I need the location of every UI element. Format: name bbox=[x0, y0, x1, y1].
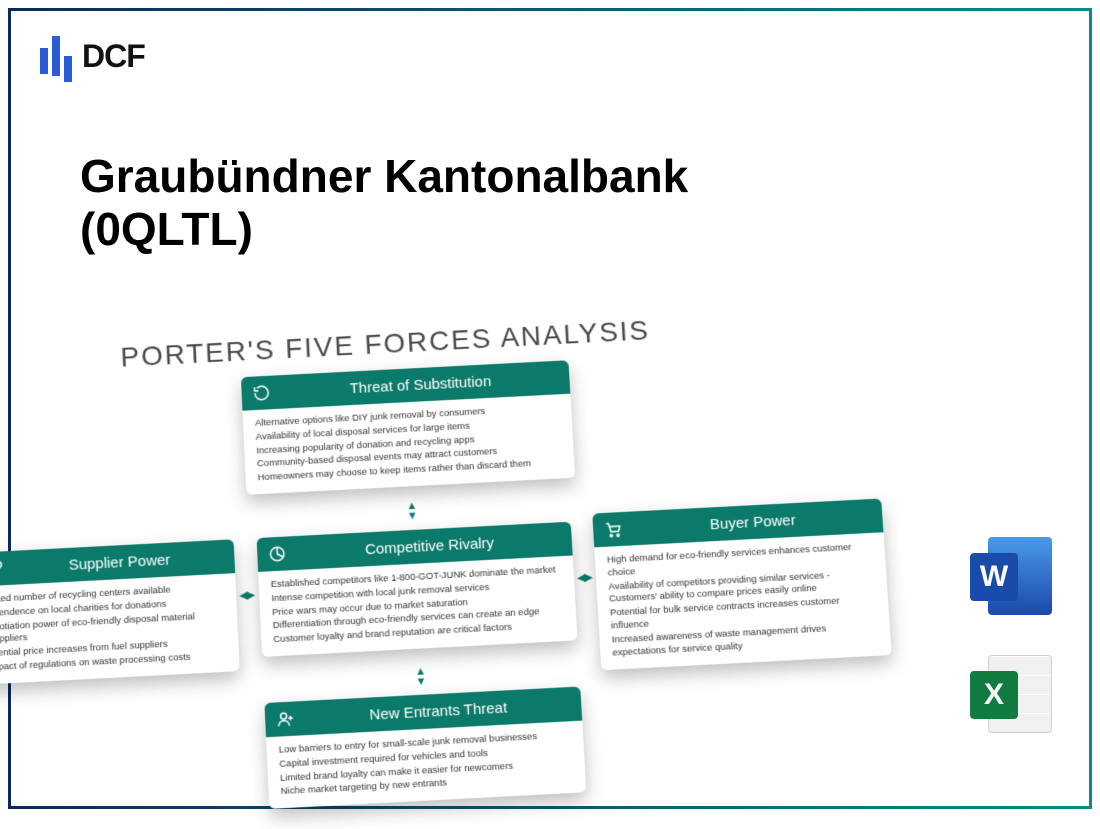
card-label: New Entrants Threat bbox=[305, 696, 572, 727]
arrow-icon: ◀▶ bbox=[577, 570, 593, 584]
card-body: Low barriers to entry for small-scale ju… bbox=[266, 721, 586, 810]
pie-icon bbox=[267, 543, 288, 564]
refresh-icon bbox=[251, 383, 272, 404]
card-body: Alternative options like DIY junk remova… bbox=[242, 394, 575, 495]
five-forces-diagram: PORTER'S FIVE FORCES ANALYSIS Threat of … bbox=[0, 306, 855, 829]
card-body: mited number of recycling centers availa… bbox=[0, 573, 240, 685]
page-title: Graubündner Kantonalbank (0QLTL) bbox=[80, 150, 860, 256]
arrow-icon: ▲▼ bbox=[413, 667, 428, 688]
card-substitution: Threat of Substitution Alternative optio… bbox=[241, 360, 575, 495]
user-add-icon bbox=[275, 708, 296, 729]
excel-icon: X bbox=[970, 655, 1052, 737]
link-icon bbox=[0, 558, 5, 579]
arrow-icon: ◀▶ bbox=[239, 588, 255, 602]
card-body: Established competitors like 1-800-GOT-J… bbox=[258, 555, 577, 656]
logo-bars-icon bbox=[40, 36, 72, 76]
card-label: Supplier Power bbox=[14, 548, 225, 576]
app-icons: W X bbox=[970, 537, 1052, 737]
card-entrants: New Entrants Threat Low barriers to entr… bbox=[264, 686, 586, 809]
word-icon: W bbox=[970, 537, 1052, 619]
card-rivalry: Competitive Rivalry Established competit… bbox=[257, 522, 578, 657]
logo-text: DCF bbox=[82, 38, 145, 75]
card-buyer: Buyer Power High demand for eco-friendly… bbox=[592, 499, 891, 670]
card-body: High demand for eco-friendly services en… bbox=[594, 532, 891, 669]
arrow-icon: ▲▼ bbox=[405, 502, 420, 522]
dcf-logo: DCF bbox=[40, 36, 145, 76]
card-supplier: Supplier Power mited number of recycling… bbox=[0, 539, 240, 684]
cart-icon bbox=[603, 519, 624, 540]
card-label: Competitive Rivalry bbox=[297, 531, 562, 562]
card-label: Buyer Power bbox=[633, 507, 873, 536]
